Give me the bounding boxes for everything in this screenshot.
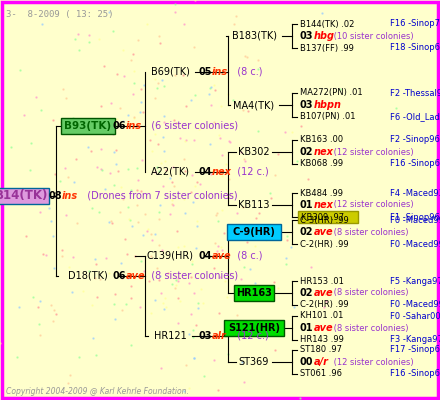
Text: (6 sister colonies): (6 sister colonies) <box>144 121 238 131</box>
Text: C-3(HR) .99: C-3(HR) .99 <box>300 216 349 224</box>
Text: hbg: hbg <box>314 31 335 41</box>
Text: 06: 06 <box>112 121 125 131</box>
Text: 02: 02 <box>300 288 313 298</box>
Text: hbpn: hbpn <box>314 100 342 110</box>
Text: F0 -Maced99Q: F0 -Maced99Q <box>390 216 440 224</box>
Text: 04: 04 <box>198 167 212 177</box>
Text: C-9(HR): C-9(HR) <box>233 227 275 237</box>
Text: 00: 00 <box>300 357 313 367</box>
Text: B137(FF) .99: B137(FF) .99 <box>300 44 354 52</box>
Text: (12 c.): (12 c.) <box>231 167 268 177</box>
Text: F0 -Maced99Q: F0 -Maced99Q <box>390 240 440 248</box>
Text: ST061 .96: ST061 .96 <box>300 370 342 378</box>
Text: C-2(HR) .99: C-2(HR) .99 <box>300 240 348 248</box>
Text: HR121: HR121 <box>154 331 187 341</box>
FancyBboxPatch shape <box>61 118 115 134</box>
Text: ave: ave <box>314 288 334 298</box>
Text: 03: 03 <box>300 100 313 110</box>
Text: 03: 03 <box>198 331 212 341</box>
Text: (12 sister colonies): (12 sister colonies) <box>331 148 414 156</box>
Text: F3 -Kanga97R: F3 -Kanga97R <box>390 336 440 344</box>
Text: 04: 04 <box>198 251 212 261</box>
Text: ave: ave <box>314 227 334 237</box>
Text: 3-  8-2009 ( 13: 25): 3- 8-2009 ( 13: 25) <box>6 10 114 19</box>
Text: C-2(HR) .99: C-2(HR) .99 <box>300 300 348 310</box>
Text: F1 -Sinop96R: F1 -Sinop96R <box>390 212 440 222</box>
Text: KH101 .01: KH101 .01 <box>300 312 343 320</box>
Text: (12 sister colonies): (12 sister colonies) <box>331 200 414 210</box>
Text: HR163: HR163 <box>236 288 272 298</box>
Text: KB163 .00: KB163 .00 <box>300 136 343 144</box>
Text: Copyright 2004-2009 @ Karl Kehrle Foundation.: Copyright 2004-2009 @ Karl Kehrle Founda… <box>6 387 189 396</box>
Text: ins: ins <box>212 67 228 77</box>
Text: F0 -Maced99Q: F0 -Maced99Q <box>390 300 440 310</box>
FancyBboxPatch shape <box>234 285 274 301</box>
Text: 03: 03 <box>300 31 313 41</box>
Text: (8 c.): (8 c.) <box>231 251 262 261</box>
Text: F18 -Sinop62R: F18 -Sinop62R <box>390 44 440 52</box>
Text: ave: ave <box>314 323 334 333</box>
Text: 06: 06 <box>112 271 125 281</box>
Text: ave: ave <box>126 271 146 281</box>
Text: KB113: KB113 <box>238 200 270 210</box>
Text: F2 -Thessal99R: F2 -Thessal99R <box>390 88 440 98</box>
Text: a/r: a/r <box>314 357 329 367</box>
Text: nex: nex <box>314 200 334 210</box>
Text: MA4(TK): MA4(TK) <box>234 100 275 110</box>
Text: 02: 02 <box>300 147 313 157</box>
FancyBboxPatch shape <box>298 211 358 223</box>
Text: 01: 01 <box>300 323 313 333</box>
FancyBboxPatch shape <box>227 224 281 240</box>
Text: F0 -Sahar00Q: F0 -Sahar00Q <box>390 312 440 320</box>
Text: HR153 .01: HR153 .01 <box>300 276 344 286</box>
Text: (12 c.): (12 c.) <box>231 331 268 341</box>
Text: MA272(PN) .01: MA272(PN) .01 <box>300 88 363 98</box>
Text: ST180 .97: ST180 .97 <box>300 346 342 354</box>
Text: KB484 .99: KB484 .99 <box>300 188 343 198</box>
Text: (8 sister colonies): (8 sister colonies) <box>331 228 408 236</box>
Text: HR143 .99: HR143 .99 <box>300 336 344 344</box>
Text: B107(PN) .01: B107(PN) .01 <box>300 112 356 122</box>
Text: 01: 01 <box>300 200 313 210</box>
Text: B144(TK) .02: B144(TK) .02 <box>300 20 354 28</box>
Text: B14(TK): B14(TK) <box>0 190 49 202</box>
Text: B183(TK): B183(TK) <box>231 31 276 41</box>
Text: F16 -Sinop62R: F16 -Sinop62R <box>390 160 440 168</box>
Text: KB309 .97: KB309 .97 <box>301 212 344 222</box>
Text: F5 -Kanga97R: F5 -Kanga97R <box>390 276 440 286</box>
Text: S121(HR): S121(HR) <box>228 323 280 333</box>
Text: ins: ins <box>126 121 142 131</box>
Text: ins: ins <box>62 191 78 201</box>
Text: (8 sister colonies): (8 sister colonies) <box>144 271 238 281</box>
Text: F17 -Sinop62R: F17 -Sinop62R <box>390 346 440 354</box>
Text: (8 sister colonies): (8 sister colonies) <box>331 288 408 298</box>
Text: B69(TK): B69(TK) <box>150 67 190 77</box>
Text: (8 c.): (8 c.) <box>231 67 262 77</box>
Text: 05: 05 <box>198 67 212 77</box>
Text: A22(TK): A22(TK) <box>150 167 190 177</box>
Text: nex: nex <box>314 147 334 157</box>
Text: ave: ave <box>212 251 231 261</box>
Text: KB068 .99: KB068 .99 <box>300 160 343 168</box>
Text: ST369: ST369 <box>239 357 269 367</box>
Text: (Drones from 7 sister colonies): (Drones from 7 sister colonies) <box>81 191 237 201</box>
Text: 08: 08 <box>48 191 62 201</box>
Text: (8 sister colonies): (8 sister colonies) <box>331 324 408 332</box>
FancyBboxPatch shape <box>0 188 49 204</box>
Text: F4 -Maced93R: F4 -Maced93R <box>390 188 440 198</box>
Text: nex: nex <box>212 167 232 177</box>
Text: F16 -Sinop62R: F16 -Sinop62R <box>390 370 440 378</box>
Text: 02: 02 <box>300 227 313 237</box>
Text: (12 sister colonies): (12 sister colonies) <box>331 358 414 366</box>
Text: alr: alr <box>212 331 227 341</box>
Text: F6 -Old_Lady: F6 -Old_Lady <box>390 112 440 122</box>
Text: B93(TK): B93(TK) <box>64 121 112 131</box>
Text: C139(HR): C139(HR) <box>147 251 194 261</box>
Text: (10 sister colonies): (10 sister colonies) <box>331 32 414 40</box>
FancyBboxPatch shape <box>224 320 284 336</box>
Text: KB302: KB302 <box>238 147 270 157</box>
Text: F16 -Sinop72R: F16 -Sinop72R <box>390 20 440 28</box>
Text: D18(TK): D18(TK) <box>68 271 108 281</box>
Text: F2 -Sinop96R: F2 -Sinop96R <box>390 136 440 144</box>
